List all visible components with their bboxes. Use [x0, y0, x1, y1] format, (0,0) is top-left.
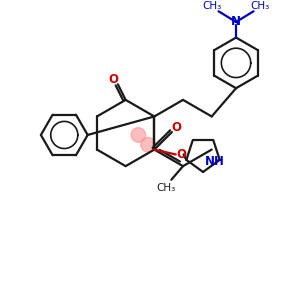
- Circle shape: [141, 137, 155, 152]
- Text: O: O: [177, 148, 187, 161]
- Text: O: O: [108, 73, 118, 86]
- Text: O: O: [172, 121, 182, 134]
- Text: CH₃: CH₃: [202, 2, 221, 11]
- Circle shape: [131, 128, 146, 142]
- Text: CH₃: CH₃: [251, 2, 270, 11]
- Text: N: N: [231, 16, 241, 28]
- Text: NH: NH: [205, 155, 225, 168]
- Text: CH₃: CH₃: [157, 183, 176, 193]
